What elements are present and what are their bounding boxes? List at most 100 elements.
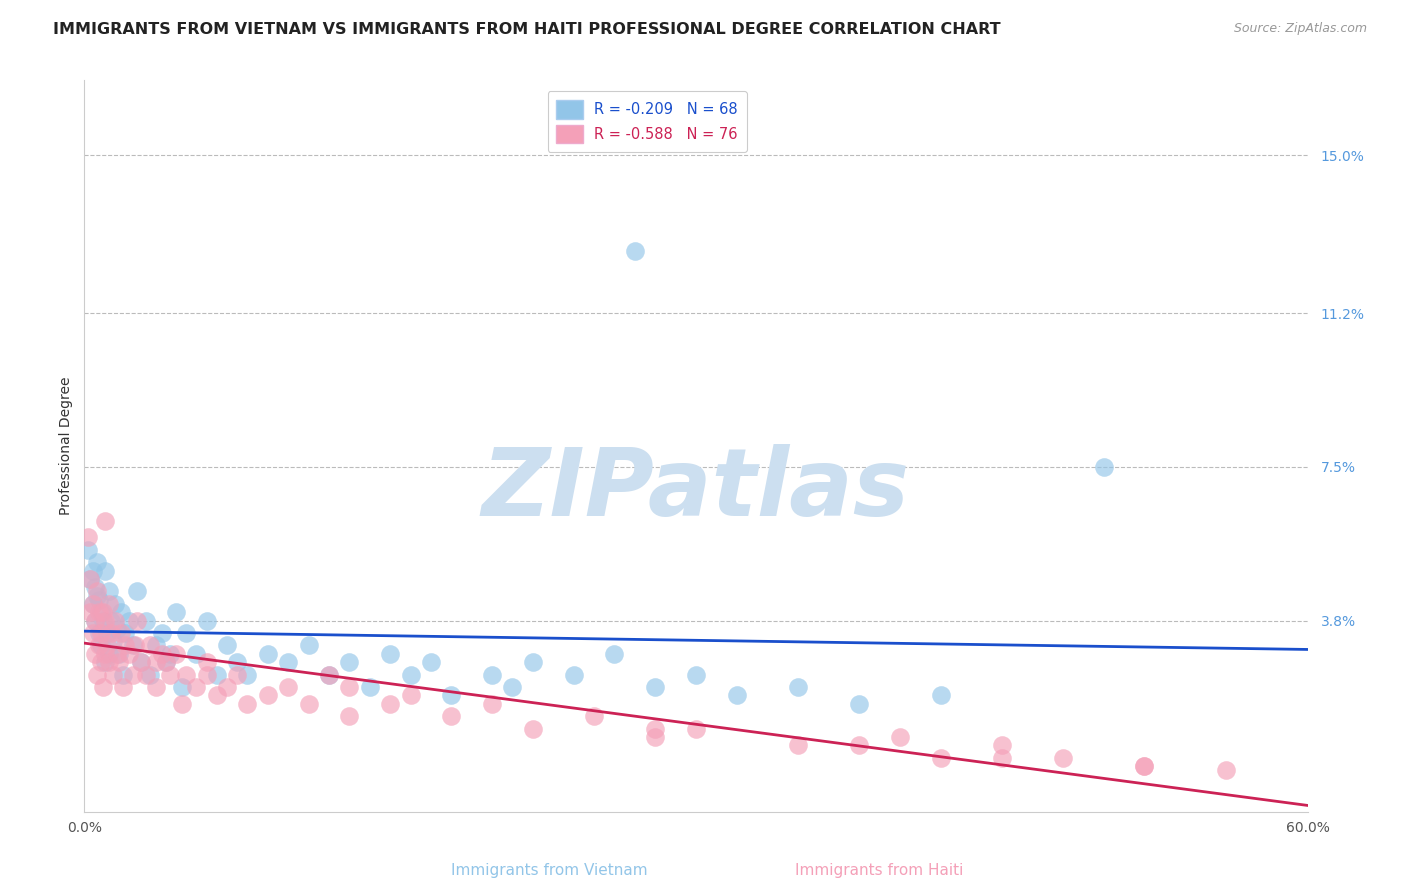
Point — [205, 667, 228, 681]
Text: Immigrants from Vietnam: Immigrants from Vietnam — [451, 863, 648, 878]
Point — [118, 647, 141, 661]
Point — [318, 667, 340, 681]
Point — [522, 722, 544, 736]
Point — [135, 667, 157, 681]
Point — [583, 709, 606, 723]
Point — [100, 626, 122, 640]
Text: Source: ZipAtlas.com: Source: ZipAtlas.com — [1233, 22, 1367, 36]
Point — [172, 697, 194, 711]
Point — [502, 680, 524, 694]
Point — [122, 667, 145, 681]
Point — [277, 680, 299, 694]
Point — [186, 647, 208, 661]
Point — [108, 655, 131, 669]
Point — [138, 639, 160, 653]
Point — [380, 697, 402, 711]
Point — [138, 667, 160, 681]
Point — [236, 697, 259, 711]
Point — [1215, 763, 1237, 777]
Point — [257, 647, 280, 661]
Point — [86, 589, 108, 603]
Point — [929, 689, 952, 703]
Point — [127, 584, 149, 599]
Point — [522, 655, 544, 669]
Point — [226, 667, 249, 681]
Point — [195, 614, 218, 628]
Point — [97, 597, 120, 611]
Point — [131, 655, 153, 669]
Point — [90, 639, 112, 653]
Point — [77, 530, 100, 544]
Legend: R = -0.209   N = 68, R = -0.588   N = 76: R = -0.209 N = 68, R = -0.588 N = 76 — [547, 91, 747, 152]
Point — [93, 614, 115, 628]
Point — [257, 689, 280, 703]
Point — [277, 655, 299, 669]
Point — [131, 655, 153, 669]
Point — [83, 614, 105, 628]
Point — [165, 605, 187, 619]
Point — [90, 626, 112, 640]
Point — [420, 655, 443, 669]
Point — [787, 680, 810, 694]
Point — [848, 738, 870, 752]
Point — [79, 572, 101, 586]
Point — [644, 722, 666, 736]
Point — [124, 639, 146, 653]
Point — [77, 542, 100, 557]
Point — [101, 667, 124, 681]
Point — [217, 639, 239, 653]
Point — [1092, 459, 1115, 474]
Text: Immigrants from Haiti: Immigrants from Haiti — [796, 863, 963, 878]
Point — [83, 580, 105, 594]
Point — [114, 639, 136, 653]
Point — [145, 639, 167, 653]
Point — [114, 626, 136, 640]
Point — [195, 667, 218, 681]
Point — [562, 667, 585, 681]
Point — [159, 667, 181, 681]
Point — [787, 738, 810, 752]
Text: ZIPatlas: ZIPatlas — [482, 444, 910, 536]
Point — [155, 655, 177, 669]
Point — [91, 614, 114, 628]
Point — [150, 626, 173, 640]
Point — [725, 689, 748, 703]
Point — [104, 614, 127, 628]
Point — [86, 667, 108, 681]
Point — [93, 647, 115, 661]
Point — [112, 667, 135, 681]
Point — [359, 680, 381, 694]
Point — [110, 605, 132, 619]
Point — [104, 597, 127, 611]
Point — [1133, 759, 1156, 773]
Point — [93, 655, 115, 669]
Point — [105, 647, 128, 661]
Point — [150, 647, 173, 661]
Point — [86, 555, 108, 569]
Point — [318, 667, 340, 681]
Point — [644, 730, 666, 744]
Point — [195, 655, 218, 669]
Point — [339, 709, 361, 723]
Point — [96, 639, 118, 653]
Point — [174, 626, 197, 640]
Point — [481, 667, 503, 681]
Point — [145, 680, 167, 694]
Point — [90, 655, 112, 669]
Point — [105, 622, 128, 636]
Point — [339, 680, 361, 694]
Point — [83, 614, 105, 628]
Point — [848, 697, 870, 711]
Point — [101, 634, 124, 648]
Point — [79, 572, 101, 586]
Point — [82, 626, 104, 640]
Point — [174, 667, 197, 681]
Text: IMMIGRANTS FROM VIETNAM VS IMMIGRANTS FROM HAITI PROFESSIONAL DEGREE CORRELATION: IMMIGRANTS FROM VIETNAM VS IMMIGRANTS FR… — [53, 22, 1001, 37]
Point — [97, 647, 120, 661]
Point — [91, 605, 114, 619]
Point — [624, 244, 647, 258]
Point — [93, 564, 115, 578]
Point — [889, 730, 911, 744]
Point — [79, 605, 101, 619]
Point — [298, 639, 321, 653]
